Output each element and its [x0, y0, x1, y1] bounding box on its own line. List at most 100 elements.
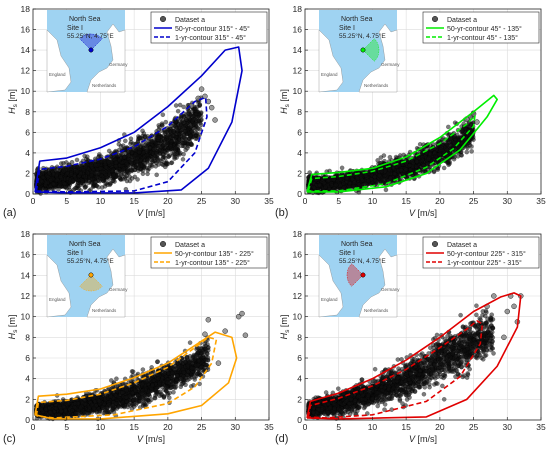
data-point — [141, 146, 147, 151]
y-tick-label: 18 — [293, 4, 303, 14]
y-tick-label: 4 — [25, 148, 30, 158]
map-site-marker — [360, 47, 366, 53]
data-point — [181, 120, 186, 126]
x-axis-label: V [m/s] — [409, 208, 437, 218]
x-tick-label: 10 — [368, 196, 378, 206]
data-point — [57, 183, 62, 189]
legend-marker-dataset — [432, 16, 439, 23]
data-point — [432, 150, 437, 156]
panel-label: (a) — [3, 207, 16, 219]
data-point — [451, 156, 457, 162]
data-point — [160, 112, 166, 117]
data-point — [64, 185, 69, 191]
data-point — [175, 139, 181, 145]
map-place-label: Netherlands — [92, 83, 117, 88]
y-tick-label: 4 — [297, 148, 302, 158]
y-tick-label: 0 — [25, 189, 30, 199]
data-point — [196, 118, 202, 123]
data-point — [97, 166, 103, 171]
data-point — [123, 151, 129, 156]
x-axis-label: V [m/s] — [137, 208, 165, 218]
map-site-label: Site I — [67, 25, 83, 32]
data-point — [173, 103, 179, 108]
data-point — [441, 165, 447, 171]
data-point — [186, 115, 191, 120]
data-point — [125, 169, 130, 175]
data-point — [50, 181, 56, 187]
data-point — [212, 117, 218, 123]
data-point — [122, 154, 127, 160]
data-point — [82, 185, 88, 190]
data-point — [149, 157, 154, 162]
data-point — [166, 154, 171, 159]
data-point — [96, 170, 101, 176]
data-point — [398, 167, 404, 173]
data-point — [93, 163, 98, 168]
data-point — [344, 175, 350, 181]
data-point — [74, 182, 80, 188]
y-tick-label: 14 — [21, 45, 31, 55]
data-point — [350, 176, 355, 182]
data-point — [323, 184, 328, 190]
data-point — [437, 152, 442, 157]
data-point — [448, 136, 453, 141]
legend-label: Dataset a — [175, 17, 205, 24]
data-point — [421, 163, 426, 168]
map-place-label: England — [49, 72, 66, 77]
data-point — [391, 165, 396, 171]
data-point — [144, 152, 150, 158]
data-point — [311, 185, 316, 190]
data-point — [156, 143, 162, 149]
data-point — [455, 153, 461, 159]
map-place-label: England — [321, 72, 338, 77]
data-point — [162, 130, 168, 136]
data-point — [339, 165, 345, 171]
data-point — [164, 160, 169, 166]
data-point — [128, 139, 134, 145]
map-sea-label: North Sea — [341, 16, 373, 23]
data-point — [54, 173, 59, 179]
data-point — [198, 113, 204, 119]
y-tick-label: 12 — [21, 66, 31, 76]
data-point — [181, 135, 187, 141]
data-point — [82, 153, 87, 159]
data-point — [174, 127, 180, 133]
data-point — [326, 178, 332, 183]
data-point — [388, 176, 393, 181]
data-point — [188, 141, 194, 146]
data-point — [366, 178, 371, 184]
data-point — [123, 138, 128, 144]
data-point — [178, 150, 183, 156]
x-tick-label: 35 — [264, 196, 274, 206]
legend-label: Dataset a — [447, 17, 477, 24]
data-point — [54, 177, 60, 183]
data-point — [188, 133, 193, 139]
data-point — [469, 149, 474, 154]
data-point — [97, 178, 102, 184]
data-point — [179, 143, 184, 149]
data-point — [193, 130, 198, 135]
data-point — [341, 185, 346, 191]
data-point — [159, 161, 165, 167]
y-tick-label: 6 — [25, 127, 30, 137]
data-point — [425, 161, 431, 166]
data-point — [134, 162, 140, 168]
y-tick-label: 0 — [297, 189, 302, 199]
data-point — [111, 172, 116, 178]
data-point — [183, 128, 188, 134]
y-tick-label: 6 — [297, 127, 302, 137]
data-point — [70, 178, 76, 184]
data-point — [175, 108, 181, 114]
data-point — [121, 166, 126, 172]
x-tick-label: 15 — [129, 196, 139, 206]
data-point — [446, 162, 451, 168]
data-point — [321, 180, 327, 186]
data-point — [426, 156, 431, 162]
data-point — [78, 171, 83, 177]
y-tick-label: 16 — [293, 25, 303, 35]
data-point — [89, 172, 94, 178]
x-tick-label: 20 — [163, 196, 173, 206]
